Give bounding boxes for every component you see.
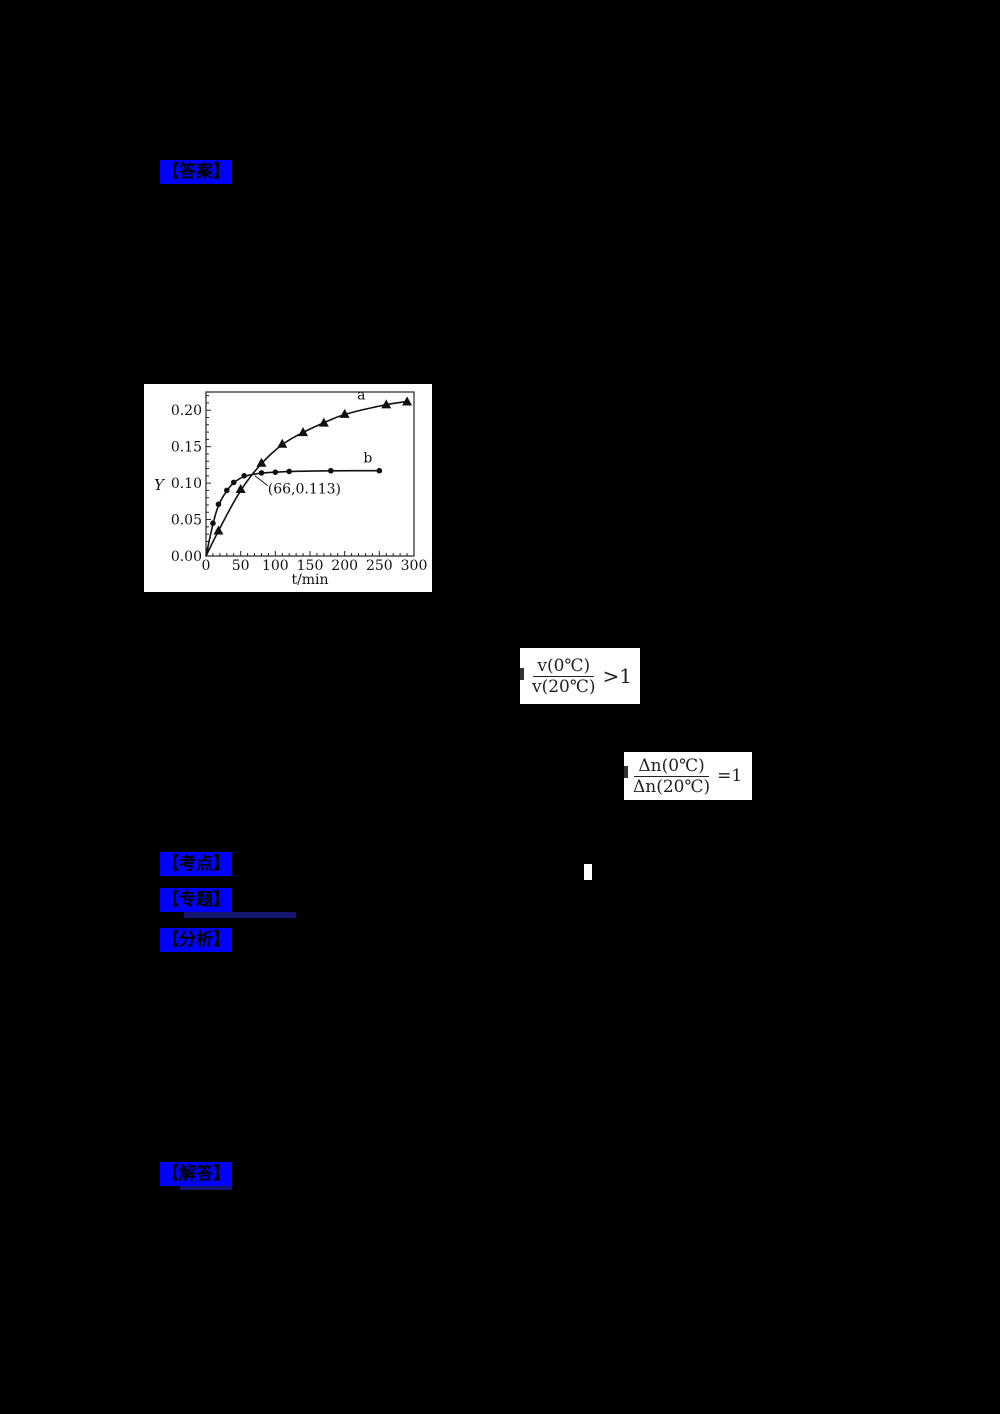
triangle-marker [298,427,309,437]
amount-ratio-denominator: Δn(20℃) [633,776,711,797]
y-tick-label: 0.00 [171,549,202,565]
answer-label: 【答案】 [160,160,232,184]
rate-ratio-relation: >1 [602,664,633,688]
x-tick-label: 300 [401,558,428,574]
formula-lead-mark [624,766,628,778]
circle-marker [215,501,222,508]
annotation-arrow [254,475,269,487]
circle-marker [210,520,216,526]
circle-marker [230,479,237,486]
plot-frame [205,391,415,557]
circle-marker [286,468,292,475]
reaction-yield-chart: 0 50 100 150 200 250 300 0.00 0.05 0.10 0.15 0.20 t/… [144,384,432,592]
circle-marker [224,487,230,494]
amount-ratio-relation: =1 [717,766,743,786]
y-tick-label: 0.10 [171,476,202,492]
rate-ratio-formula: v(0℃) v(20℃) >1 [520,648,640,704]
circle-marker [376,467,383,474]
rate-ratio-numerator: v(0℃) [533,656,595,677]
amount-ratio-fraction: Δn(0℃) Δn(20℃) [629,756,714,797]
circle-marker [258,470,265,476]
triangle-marker [318,417,329,427]
series-a-label: a [357,387,365,403]
triangle-marker [235,483,246,493]
circle-marker [328,467,334,474]
circle-marker [241,473,247,479]
chart-canvas: 0 50 100 150 200 250 300 0.00 0.05 0.10 0.15 0.20 t/… [154,387,428,588]
exam-point-label: 【考点】 [160,852,232,876]
triangle-marker [213,525,224,535]
y-tick-label: 0.20 [171,403,202,419]
x-tick-label: 250 [366,558,393,574]
solution-label: 【解答】 [160,1162,232,1186]
topic-underline [184,912,296,918]
triangle-marker [339,408,350,418]
circle-marker [272,469,279,475]
topic-label: 【专题】 [160,888,232,912]
formula-lead-mark [520,668,524,680]
x-tick-label: 50 [232,558,250,574]
x-tick-label: 200 [331,558,358,574]
y-tick-label: 0.05 [171,513,202,529]
series-a-line [205,400,408,557]
triangle-marker [277,438,288,448]
triangle-marker [402,396,413,406]
x-tick-label: 100 [262,558,289,574]
solution-underline [180,1186,232,1190]
triangle-marker [381,399,392,409]
x-tick-label: 150 [297,558,324,574]
triangle-marker [256,457,267,467]
x-tick-label: 0 [202,558,211,574]
cursor-marker [584,864,592,880]
amount-ratio-formula: Δn(0℃) Δn(20℃) =1 [624,752,752,800]
intersection-annotation: (66,0.113) [268,482,341,498]
analysis-label: 【分析】 [160,928,232,952]
rate-ratio-denominator: v(20℃) [532,676,596,697]
series-b-label: b [363,451,372,467]
x-axis-label: t/min [291,572,328,588]
y-axis-label: Y [154,476,166,494]
amount-ratio-numerator: Δn(0℃) [634,756,709,777]
y-tick-label: 0.15 [171,440,202,456]
rate-ratio-fraction: v(0℃) v(20℃) [528,656,600,697]
